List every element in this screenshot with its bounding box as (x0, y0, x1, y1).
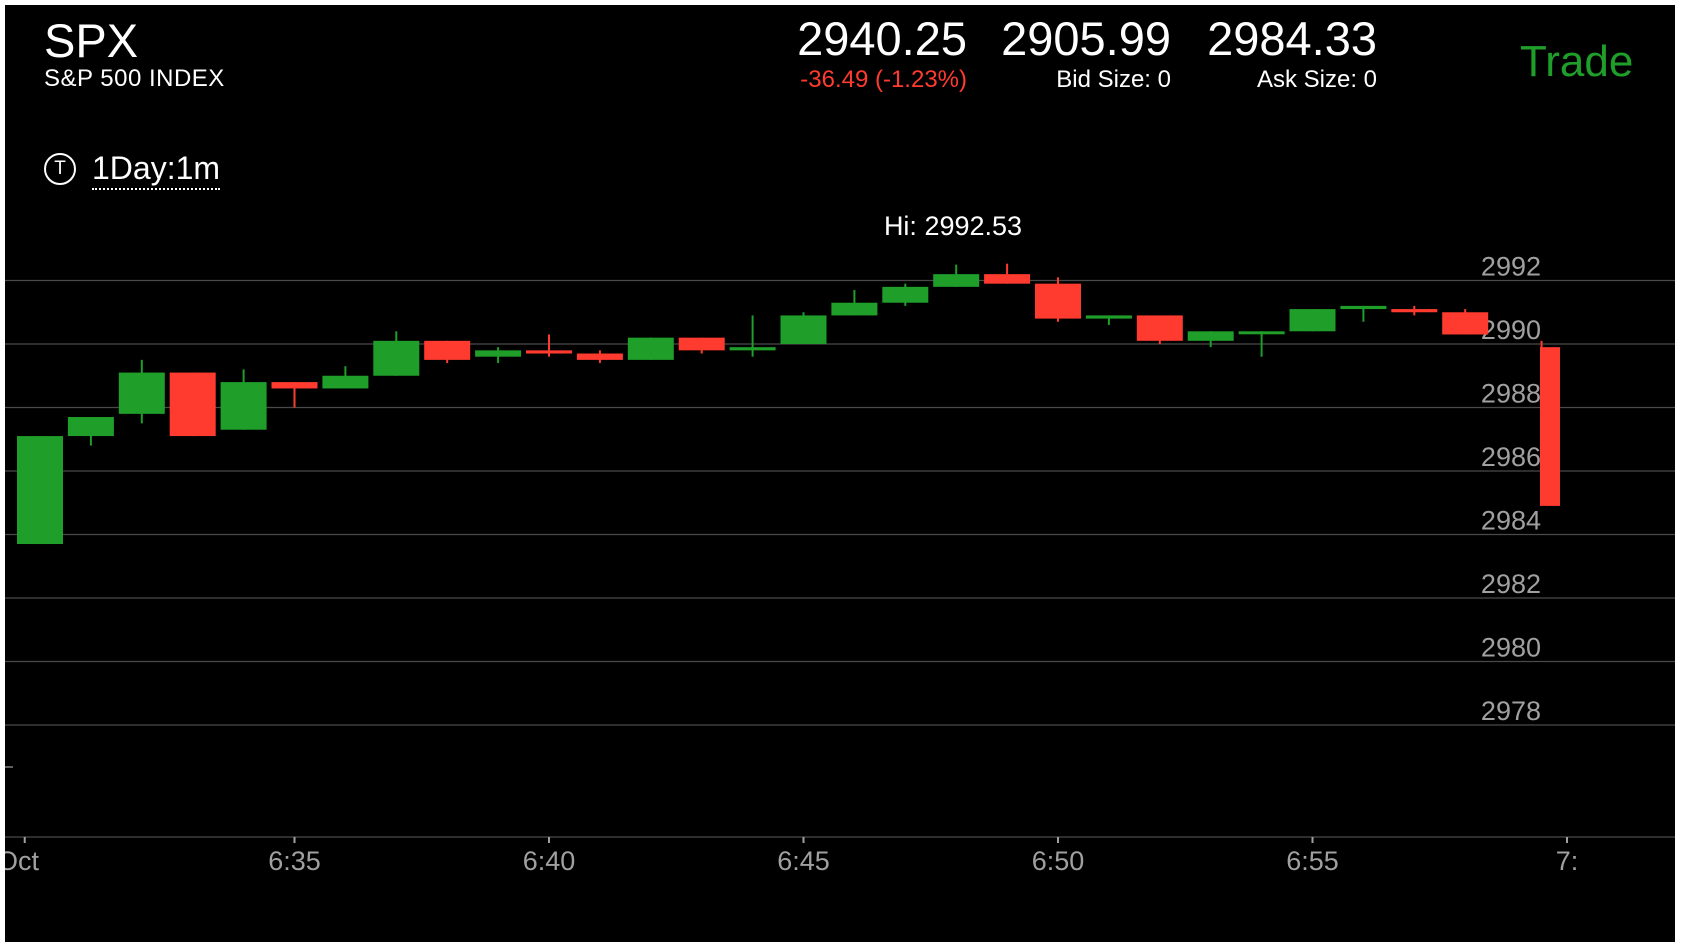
candle-body (1085, 315, 1132, 319)
candle-body (424, 340, 471, 360)
candle-body (1540, 347, 1560, 506)
candle-body (220, 382, 267, 430)
candle-body (1187, 331, 1234, 341)
candle-body (1289, 309, 1336, 332)
candle-body (933, 274, 980, 287)
x-tick-label: 7: (1556, 846, 1579, 876)
candle-body (526, 350, 572, 354)
chart-screen: 2992 2990 2988 2986 2984 2982 2980 2978 Oct 6:35 6… (5, 5, 1675, 942)
candle-body (831, 302, 878, 316)
x-tick-label: 6:40 (523, 846, 576, 876)
trade-button[interactable]: Trade (1520, 37, 1634, 86)
candle-body (169, 372, 216, 437)
candle-body (1035, 283, 1081, 319)
candle-body (1442, 312, 1489, 335)
candle-body (780, 315, 827, 344)
candle-body (627, 337, 674, 360)
y-tick-label: 2978 (1481, 696, 1541, 726)
y-tick-label: 2982 (1481, 569, 1541, 599)
candle-body (984, 274, 1031, 284)
y-tick-label: 2980 (1481, 633, 1541, 663)
ask-size: Ask Size: 0 (1256, 66, 1377, 93)
candle-body (576, 353, 623, 360)
price-change: -36.49 (-1.23%) (800, 66, 967, 93)
candle-body (67, 417, 114, 437)
timeframe-selector[interactable]: 1Day:1m (92, 150, 221, 190)
candlestick-chart[interactable]: 2992 2990 2988 2986 2984 2982 2980 2978 Oct 6:35 6… (5, 5, 1675, 942)
y-tick-label: 2986 (1481, 442, 1541, 472)
high-price-label: Hi: 2992.53 (884, 211, 1022, 241)
ticker-symbol: SPX (44, 14, 139, 67)
ask-price: 2984.33 (1207, 12, 1377, 65)
candle-body (1136, 315, 1183, 341)
y-tick-label: 2990 (1481, 315, 1541, 345)
timeframe-icon[interactable]: T (44, 153, 76, 185)
x-tick-label: 6:50 (1032, 846, 1085, 876)
candle-body (475, 350, 522, 357)
y-tick-label: 2988 (1481, 379, 1541, 409)
candle-body (271, 382, 318, 389)
candle-body (882, 286, 929, 303)
last-price: 2940.25 (797, 12, 967, 65)
candle-body (1391, 309, 1438, 313)
candle-body (1340, 305, 1387, 310)
x-tick-label: Oct (5, 846, 40, 876)
candle-body (373, 340, 420, 376)
x-tick-label: 6:45 (777, 846, 830, 876)
bid-size: Bid Size: 0 (1056, 66, 1171, 93)
x-tick-label: 6:55 (1286, 846, 1339, 876)
x-tick-label: 6:35 (268, 846, 321, 876)
candle-body (118, 372, 165, 414)
y-tick-label: 2992 (1481, 252, 1541, 282)
y-tick-label: 2984 (1481, 506, 1541, 536)
candle-body (1238, 331, 1285, 335)
bid-price: 2905.99 (1001, 12, 1171, 65)
candle-body (322, 375, 369, 389)
ticker-description: S&P 500 INDEX (44, 65, 225, 92)
candle-body (678, 337, 725, 351)
candle-body (17, 436, 63, 545)
candle-body (729, 347, 776, 351)
